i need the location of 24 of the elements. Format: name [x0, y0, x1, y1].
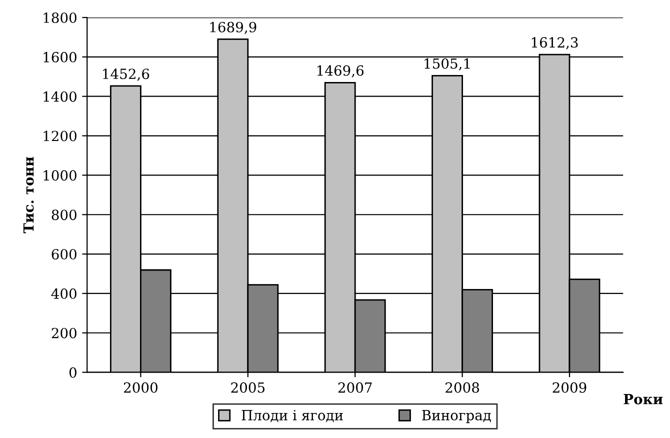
x-axis-title: Роки — [624, 394, 663, 404]
data-label: 1612,3 — [532, 37, 578, 50]
y-tick-label: 0 — [69, 367, 76, 378]
data-label: 1689,9 — [210, 22, 256, 34]
y-tick-label: 1000 — [44, 170, 76, 181]
x-tick-label: 2008 — [446, 382, 480, 393]
x-tick-label: 2005 — [231, 382, 264, 393]
y-tick-label: 400 — [51, 288, 76, 299]
legend-label: Плоди і ягоди — [242, 410, 343, 422]
x-tick-label: 2009 — [552, 382, 586, 393]
x-tick-label: 2000 — [124, 382, 158, 393]
data-label: 1469,6 — [317, 65, 364, 78]
y-tick-label: 1400 — [44, 91, 76, 102]
legend-label: Виноград — [422, 410, 491, 424]
y-axis-title: Тис. тонн — [23, 156, 34, 234]
y-tick-label: 1200 — [44, 130, 76, 142]
y-tick-label: 800 — [52, 210, 76, 220]
x-tick-label: 2007 — [338, 382, 372, 393]
y-tick-label: 200 — [52, 328, 76, 338]
data-label: 1505,1 — [424, 58, 470, 70]
y-tick-label: 600 — [52, 249, 76, 260]
y-tick-label: 1800 — [44, 12, 76, 23]
data-label: 1452,6 — [103, 68, 150, 81]
y-tick-label: 1600 — [44, 52, 76, 62]
